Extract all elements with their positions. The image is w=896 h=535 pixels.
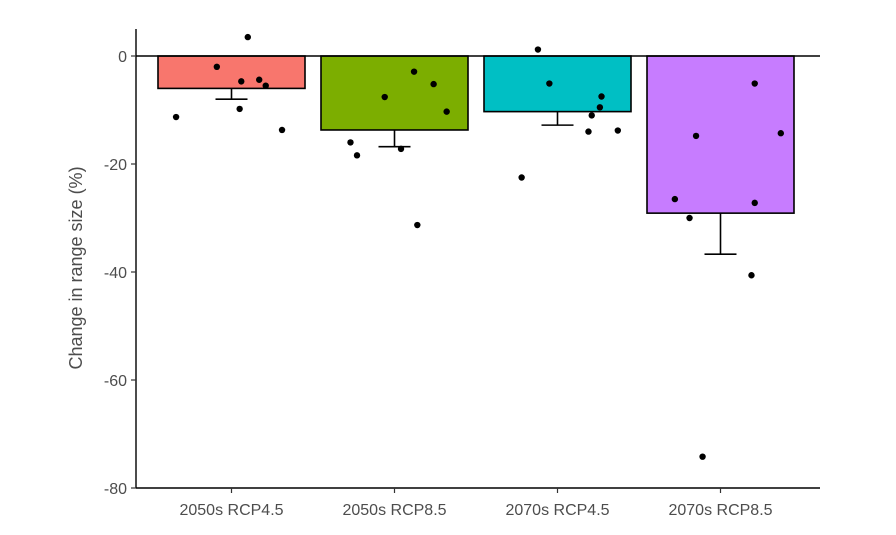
data-point [596, 104, 604, 111]
y-tick-label: 0 [118, 49, 127, 66]
bar-2070s-rcp4-5 [483, 55, 632, 113]
bar-2070s-rcp8-5 [646, 55, 795, 214]
data-point [585, 128, 592, 135]
axes-layer [131, 29, 820, 493]
data-point [256, 76, 263, 83]
labels-layer: 0 -20 -40 -60 -80 2050s RCP4.5 2050s RCP8.5 207… [104, 49, 773, 519]
data-point [353, 152, 361, 159]
y-tick-label: -20 [104, 157, 127, 174]
x-tick-label: 2070s RCP8.5 [668, 502, 772, 519]
y-tick-label: -40 [104, 265, 127, 282]
data-point [534, 46, 542, 53]
data-point [777, 130, 785, 137]
data-point [588, 112, 595, 119]
points-layer [172, 33, 785, 460]
y-axis-title: Change in range size (%) [66, 166, 86, 369]
data-point [236, 105, 243, 113]
data-point [397, 145, 405, 153]
x-tick-label: 2070s RCP4.5 [505, 502, 609, 519]
data-point [699, 453, 706, 460]
data-point [414, 221, 421, 229]
data-point [614, 127, 622, 134]
data-point [748, 272, 755, 279]
data-point [410, 68, 418, 75]
data-point [598, 93, 605, 100]
error-bars-layer [215, 88, 737, 255]
data-point [244, 33, 251, 41]
data-point [278, 126, 286, 134]
data-point [751, 80, 758, 87]
data-point [430, 80, 437, 88]
data-point [518, 174, 525, 181]
data-point [443, 108, 450, 115]
y-tick-label: -60 [104, 373, 127, 390]
data-point [172, 113, 180, 121]
data-point [262, 82, 269, 89]
bar-2050s-rcp4-5 [157, 55, 306, 90]
data-point [751, 199, 758, 207]
bar-2050s-rcp8-5 [320, 55, 469, 131]
data-point [546, 80, 553, 87]
x-tick-label: 2050s RCP4.5 [179, 502, 283, 519]
data-point [238, 78, 245, 85]
data-point [213, 63, 221, 70]
data-point [347, 139, 354, 146]
y-tick-label: -80 [104, 481, 127, 498]
data-point [692, 132, 700, 140]
data-point [381, 93, 388, 101]
x-tick-label: 2050s RCP8.5 [342, 502, 446, 519]
data-point [686, 214, 693, 222]
data-point [671, 195, 679, 203]
